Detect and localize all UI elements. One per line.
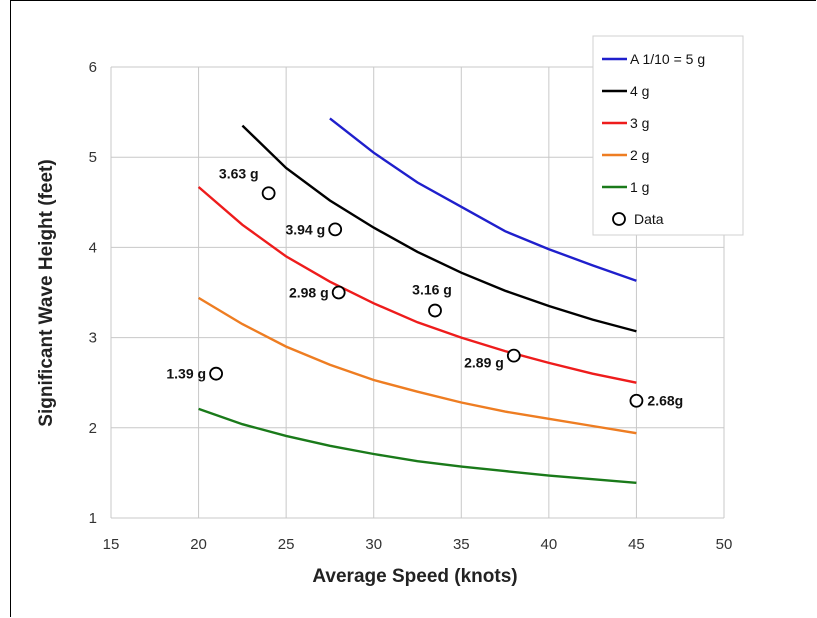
series-line (329, 117, 637, 282)
legend-label: 2 g (630, 147, 649, 163)
y-tick-label: 4 (89, 239, 97, 256)
series-line (197, 296, 637, 435)
data-point (629, 393, 644, 408)
data-point-label: 2.98 g (289, 285, 329, 301)
y-tick-label: 6 (89, 59, 97, 76)
data-point (506, 348, 521, 363)
x-axis-title: Average Speed (knots) (312, 566, 517, 587)
legend-label: 3 g (630, 115, 649, 131)
x-tick-label: 15 (103, 536, 120, 553)
data-point (331, 285, 346, 300)
data-point-label: 3.63 g (219, 165, 259, 181)
legend-label: 1 g (630, 179, 649, 195)
y-tick-label: 3 (89, 330, 97, 347)
y-tick-label: 2 (89, 420, 97, 437)
x-tick-label: 45 (628, 536, 645, 553)
x-tick-label: 40 (541, 536, 558, 553)
series-line (197, 186, 637, 384)
data-point (209, 366, 223, 381)
series-layer (197, 117, 637, 484)
data-point-label: 3.16 g (412, 282, 452, 298)
x-tick-label: 35 (453, 536, 470, 553)
legend-label: Data (634, 211, 664, 227)
x-tick-label: 20 (190, 536, 207, 553)
legend-box (592, 35, 744, 236)
legend-label: 4 g (630, 83, 649, 99)
grid-layer (110, 66, 725, 519)
x-tick-label: 50 (716, 536, 733, 553)
data-point-label: 1.39 g (166, 366, 206, 382)
y-axis-title: Significant Wave Height (feet) (36, 159, 57, 426)
legend-data-marker (612, 212, 626, 226)
data-point (328, 222, 343, 237)
data-point-label: 2.68g (647, 393, 683, 409)
legend: A 1/10 = 5 g 4 g 3 g 2 g 1 g Data (592, 35, 744, 236)
data-point-label: 2.89 g (464, 355, 504, 371)
series-line (241, 124, 637, 333)
data-point (261, 186, 276, 201)
data-point-label: 3.94 g (285, 221, 325, 237)
y-tick-label: 5 (89, 149, 97, 166)
x-tick-label: 30 (365, 536, 382, 553)
data-point (428, 303, 442, 318)
y-tick-label: 1 (89, 510, 97, 527)
legend-label: A 1/10 = 5 g (630, 51, 705, 67)
data-points-layer: 1.39 g 3.63 g 3.94 g 2.98 g 3.16 g 2.89 g 2.68… (166, 165, 683, 408)
x-tick-label: 25 (278, 536, 295, 553)
series-line (198, 407, 637, 484)
